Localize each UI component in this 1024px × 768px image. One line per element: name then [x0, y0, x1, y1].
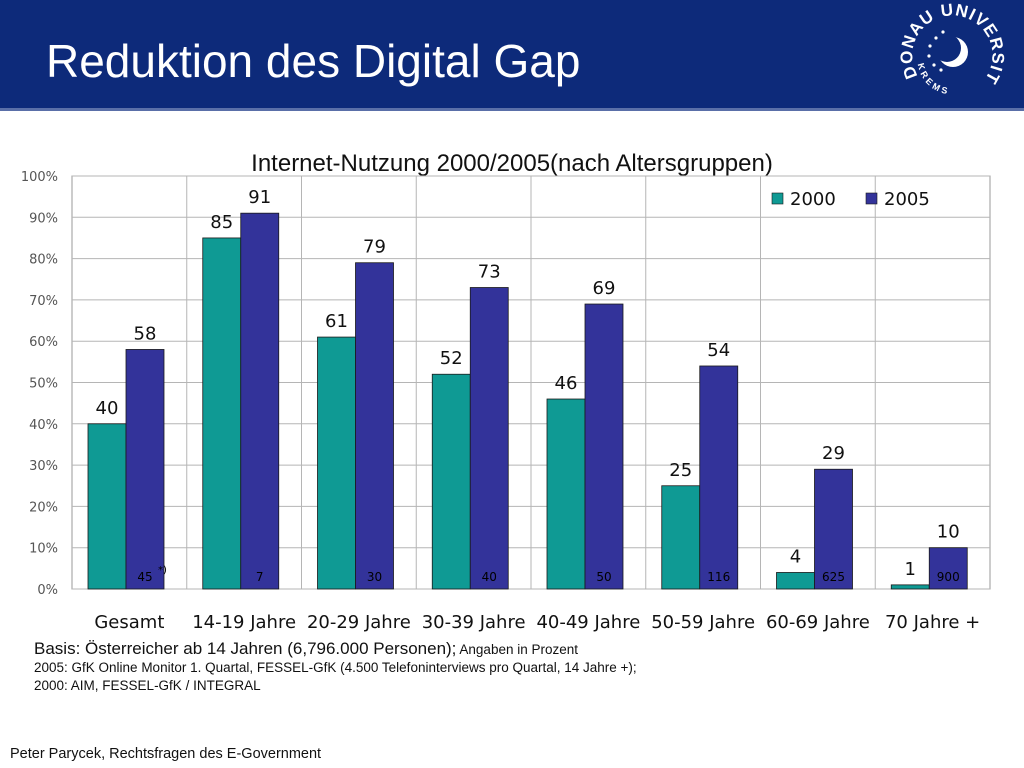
x-tick-label: Gesamt [94, 612, 164, 633]
growth-label: 900 [937, 570, 960, 584]
data-label: 29 [822, 443, 845, 464]
y-tick-label: 70% [29, 294, 58, 309]
growth-label: 45 [137, 570, 152, 584]
source-line-2000: 2000: AIM, FESSEL-GfK / INTEGRAL [34, 678, 261, 693]
data-label: 61 [325, 311, 348, 332]
data-label: 4 [790, 546, 801, 567]
logo-stars-icon [927, 30, 945, 72]
legend-swatch [865, 192, 878, 205]
basis-unit-note: Angaben in Prozent [456, 642, 578, 657]
bar [469, 287, 509, 590]
bar [240, 212, 280, 590]
bar-chart: 0% 10% 20% 30% 40% 50% 60% 70% 80% 90% 100% 40 58 45 *… [21, 170, 991, 633]
y-tick-label: 90% [29, 211, 58, 226]
growth-footnote-mark: *) [158, 565, 167, 576]
page-title: Reduktion des Digital Gap [46, 35, 581, 87]
data-label: 25 [669, 460, 692, 481]
data-label: 85 [210, 212, 233, 233]
source-line-2005: 2005: GfK Online Monitor 1. Quartal, FES… [34, 660, 637, 675]
footer-author: Peter Parycek, Rechtsfragen des E-Govern… [10, 746, 322, 762]
bar [661, 485, 701, 590]
data-label: 58 [134, 323, 157, 344]
x-tick-label: 14-19 Jahre [192, 612, 296, 633]
legend-swatch [771, 192, 784, 205]
bar [431, 373, 471, 590]
bar [776, 572, 815, 590]
header-divider [0, 108, 1024, 111]
growth-label: 625 [822, 570, 845, 584]
bar [890, 584, 930, 590]
source-notes: Basis: Österreicher ab 14 Jahren (6,796.… [34, 640, 637, 695]
bar [202, 237, 242, 590]
growth-label: 30 [367, 570, 382, 584]
bar [87, 423, 127, 590]
data-label: 46 [555, 373, 578, 394]
header-bar: Reduktion des Digital Gap DONAU UNIVERSI… [0, 0, 1024, 108]
data-label: 40 [96, 398, 119, 419]
y-tick-label: 10% [29, 542, 58, 557]
data-label: 73 [478, 262, 501, 283]
y-tick-label: 80% [29, 253, 58, 268]
bar [584, 303, 624, 590]
bar [928, 547, 968, 590]
bar [546, 398, 586, 590]
y-tick-label: 40% [29, 418, 58, 433]
data-label: 52 [440, 348, 463, 369]
x-tick-label: 70 Jahre + [885, 612, 980, 633]
growth-label: 40 [482, 570, 497, 584]
bar [125, 349, 165, 590]
x-tick-label: 20-29 Jahre [307, 612, 411, 633]
chart-title: Internet-Nutzung 2000/2005(nach Altersgr… [251, 150, 773, 177]
data-label: 54 [707, 340, 730, 361]
growth-label: 7 [256, 570, 264, 584]
bar [317, 336, 356, 590]
data-label: 91 [248, 187, 271, 208]
y-tick-label: 0% [37, 583, 58, 598]
data-label: 79 [363, 237, 386, 258]
y-tick-label: 100% [21, 170, 58, 185]
bar [814, 468, 853, 590]
legend-label: 2005 [884, 189, 930, 210]
x-tick-label: 60-69 Jahre [766, 612, 870, 633]
legend-label: 2000 [790, 189, 836, 210]
data-label: 69 [593, 278, 616, 299]
x-tick-label: 50-59 Jahre [651, 612, 755, 633]
y-tick-label: 20% [29, 500, 58, 515]
y-tick-label: 60% [29, 335, 58, 350]
y-tick-label: 50% [29, 377, 58, 392]
bar [699, 365, 739, 590]
growth-label: 116 [707, 570, 730, 584]
data-label: 10 [937, 522, 960, 543]
university-logo: DONAU UNIVERSITÄT KREMS [896, 2, 1006, 96]
basis-line: Basis: Österreicher ab 14 Jahren (6,796.… [34, 639, 457, 658]
y-tick-label: 30% [29, 459, 58, 474]
data-label: 1 [905, 559, 916, 580]
growth-label: 50 [596, 570, 611, 584]
x-tick-label: 30-39 Jahre [422, 612, 526, 633]
x-tick-label: 40-49 Jahre [536, 612, 640, 633]
bar [355, 262, 394, 590]
